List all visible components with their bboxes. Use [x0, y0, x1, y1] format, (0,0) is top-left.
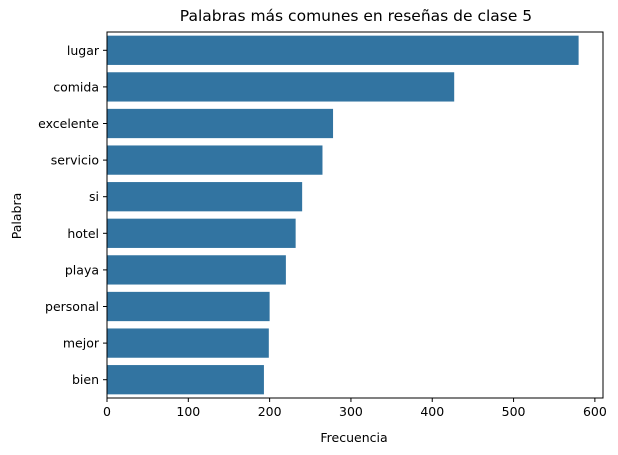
y-axis-label: Palabra [9, 193, 24, 240]
bar-hotel [107, 218, 296, 248]
y-tick-label: personal [45, 299, 99, 314]
x-axis-label: Frecuencia [320, 430, 387, 445]
y-tick-label: si [89, 189, 99, 204]
y-tick-label: servicio [51, 153, 99, 168]
x-tick-label: 400 [420, 404, 444, 419]
bar-lugar [107, 35, 579, 65]
bar-si [107, 182, 303, 212]
x-tick-label: 200 [258, 404, 282, 419]
axes-frame [106, 31, 604, 399]
y-tick-label: mejor [63, 336, 100, 351]
bar-bien [107, 365, 264, 395]
bar-playa [107, 255, 286, 285]
y-axis-ticks: lugar comida excelente servicio si hotel playa… [38, 43, 107, 387]
x-tick-label: 500 [502, 404, 526, 419]
x-tick-label: 100 [176, 404, 200, 419]
bar-excelente [107, 108, 334, 139]
bar-servicio [107, 145, 323, 175]
x-tick-label: 0 [103, 404, 111, 419]
y-tick-label: comida [53, 79, 99, 94]
bars-group [107, 35, 579, 395]
bar-personal [107, 291, 270, 322]
x-tick-label: 300 [339, 404, 363, 419]
y-tick-label: bien [72, 372, 99, 387]
bar-comida [107, 72, 455, 102]
y-tick-label: excelente [38, 116, 99, 131]
y-tick-label: lugar [67, 43, 100, 58]
bar-mejor [107, 328, 269, 358]
y-tick-label: hotel [67, 226, 99, 241]
y-tick-label: playa [65, 262, 99, 277]
x-tick-label: 600 [583, 404, 607, 419]
chart-title: Palabras más comunes en reseñas de clase… [180, 7, 532, 25]
x-axis-ticks: 0 100 200 300 400 500 600 [103, 398, 607, 419]
